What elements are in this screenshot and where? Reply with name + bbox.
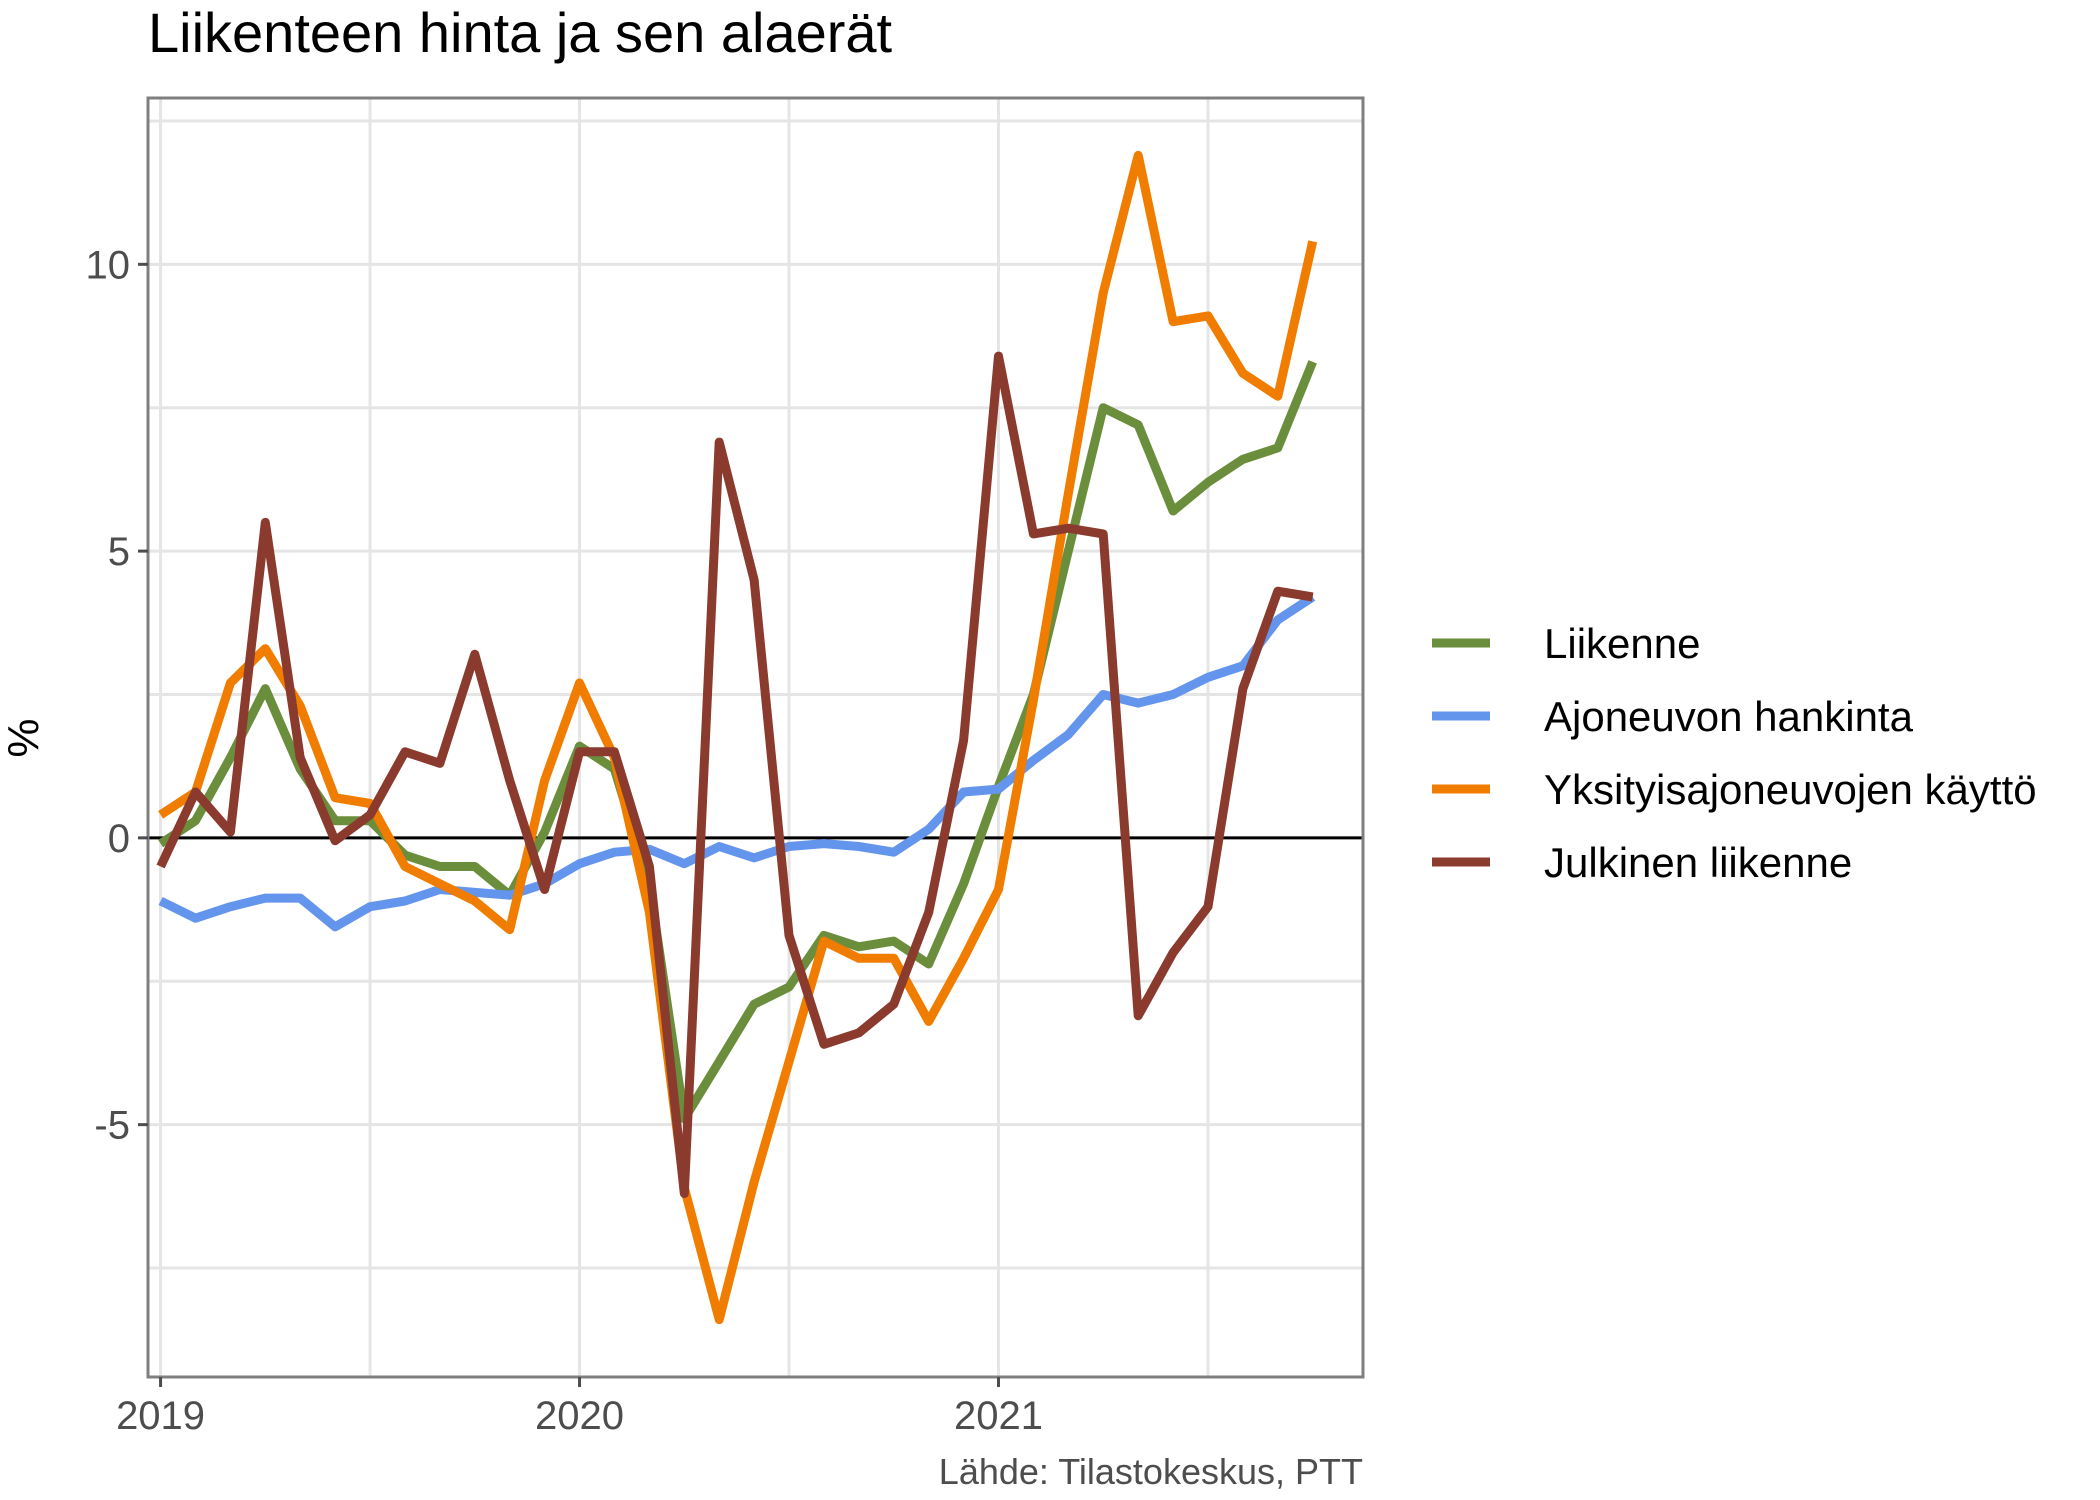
y-tick-label: 5: [108, 530, 130, 574]
source-caption: Lähde: Tilastokeskus, PTT: [939, 1451, 1363, 1492]
legend-item: Ajoneuvon hankinta: [1432, 693, 1914, 740]
legend-label: Liikenne: [1544, 620, 1700, 667]
plot-panel-border: [146, 96, 1365, 1379]
grid: [148, 98, 1363, 1377]
series-lines: [156, 150, 1318, 1325]
legend-label: Yksityisajoneuvojen käyttö: [1544, 766, 2037, 813]
legend-label: Julkinen liikenne: [1544, 839, 1852, 886]
y-tick-label: -5: [94, 1104, 130, 1148]
x-axis: 2019 2020 2021: [116, 1377, 1043, 1438]
y-tick-label: 10: [86, 243, 131, 287]
legend-item: Liikenne: [1432, 620, 1700, 667]
legend: Liikenne Ajoneuvon hankinta Yksityisajoneu…: [1432, 620, 2037, 886]
chart-title: Liikenteen hinta ja sen alaerät: [148, 1, 893, 64]
x-tick-label: 2020: [535, 1394, 624, 1438]
y-tick-label: 0: [108, 817, 130, 861]
series-line-liikenne: [158, 360, 1317, 1124]
x-tick-label: 2019: [116, 1394, 205, 1438]
legend-label: Ajoneuvon hankinta: [1544, 693, 1914, 740]
series-line-ajoneuvon-hankinta: [158, 593, 1316, 932]
series-line-yksityisajoneuvojen-käyttö: [158, 150, 1318, 1325]
x-tick-label: 2021: [954, 1394, 1043, 1438]
y-axis-label: %: [0, 718, 48, 757]
legend-item: Yksityisajoneuvojen käyttö: [1432, 766, 2037, 813]
series-line-julkinen-liikenne: [156, 351, 1314, 1198]
legend-item: Julkinen liikenne: [1432, 839, 1852, 886]
y-axis: -5 0 5 10: [86, 243, 148, 1148]
